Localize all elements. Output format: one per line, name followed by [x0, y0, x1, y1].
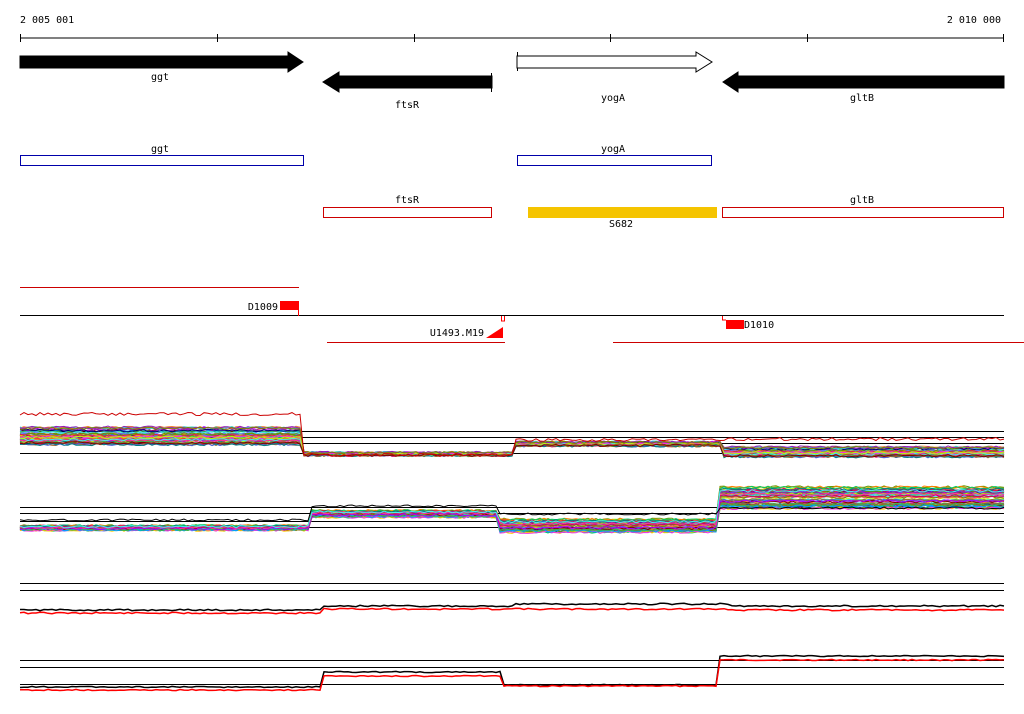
gene-track: ggt ftsR yogA gltB	[19, 51, 1005, 111]
ruler-end-label: 2 010 000	[947, 15, 1001, 26]
feature-ggt[interactable]: ggt	[20, 144, 304, 166]
ruler-start-label: 2 005 001	[20, 15, 74, 26]
expression-trace	[19, 492, 1005, 530]
expression-profile-upper	[19, 411, 1005, 459]
feature-label: yogA	[601, 144, 625, 155]
feature-box[interactable]	[20, 155, 304, 166]
gene-arrow-right[interactable]	[19, 51, 304, 73]
expression-trace	[19, 485, 1005, 528]
gene-label: ggt	[151, 72, 169, 83]
marker-D1009-label: D1009	[248, 302, 278, 313]
feature-box[interactable]	[517, 155, 712, 166]
feature-label: ftsR	[395, 195, 420, 206]
feature-box[interactable]	[323, 207, 492, 218]
marker-U1493-label: U1493.M19	[430, 328, 484, 339]
feature-ftsR[interactable]: ftsR	[323, 195, 492, 218]
feature-box[interactable]	[528, 207, 717, 218]
gene-gltB[interactable]: gltB	[722, 71, 1005, 104]
marker-track: D1009 U1493.M19 D1010	[20, 287, 1024, 343]
expression-profile-lower	[19, 485, 1005, 534]
summary-profile-lower	[19, 654, 1005, 692]
feature-track: ggt yogA ftsR gltB S682	[20, 144, 1004, 230]
expression-trace	[19, 489, 1005, 529]
feature-label: S682	[609, 219, 633, 230]
marker-stem	[501, 316, 505, 322]
expression-trace-max	[19, 411, 1005, 457]
gene-yogA[interactable]: yogA	[516, 51, 713, 104]
gene-label: gltB	[850, 93, 874, 104]
position-ruler: 2 005 001 2 010 000	[20, 15, 1004, 42]
gene-arrow-left[interactable]	[722, 71, 1005, 93]
feature-label: gltB	[850, 195, 874, 206]
summary-trace-alt	[20, 658, 1005, 692]
feature-box[interactable]	[722, 207, 1004, 218]
marker-D1010-label: D1010	[744, 320, 774, 331]
summary-trace	[20, 602, 1005, 612]
gene-ftsR[interactable]: ftsR	[322, 71, 493, 111]
marker-stem	[722, 316, 726, 321]
expression-trace	[19, 504, 1005, 533]
expression-trace	[19, 487, 1005, 529]
feature-label: ggt	[151, 144, 169, 155]
feature-yogA[interactable]: yogA	[517, 144, 712, 166]
summary-profile-upper	[19, 583, 1005, 615]
marker-U1493-triangle[interactable]	[486, 327, 503, 338]
gene-ggt[interactable]: ggt	[19, 51, 304, 83]
feature-gltB[interactable]: gltB	[722, 195, 1004, 218]
expression-trace	[19, 499, 1005, 531]
gene-label: ftsR	[395, 100, 420, 111]
feature-S682[interactable]: S682	[528, 207, 717, 230]
expression-trace-ref	[19, 504, 1005, 522]
marker-D1009-box[interactable]	[280, 301, 299, 310]
marker-D1010-box[interactable]	[726, 320, 744, 329]
gene-arrow-left[interactable]	[322, 71, 493, 93]
gene-arrow-right[interactable]	[516, 51, 713, 73]
gene-label: yogA	[601, 93, 625, 104]
summary-trace-alt	[19, 607, 1005, 615]
